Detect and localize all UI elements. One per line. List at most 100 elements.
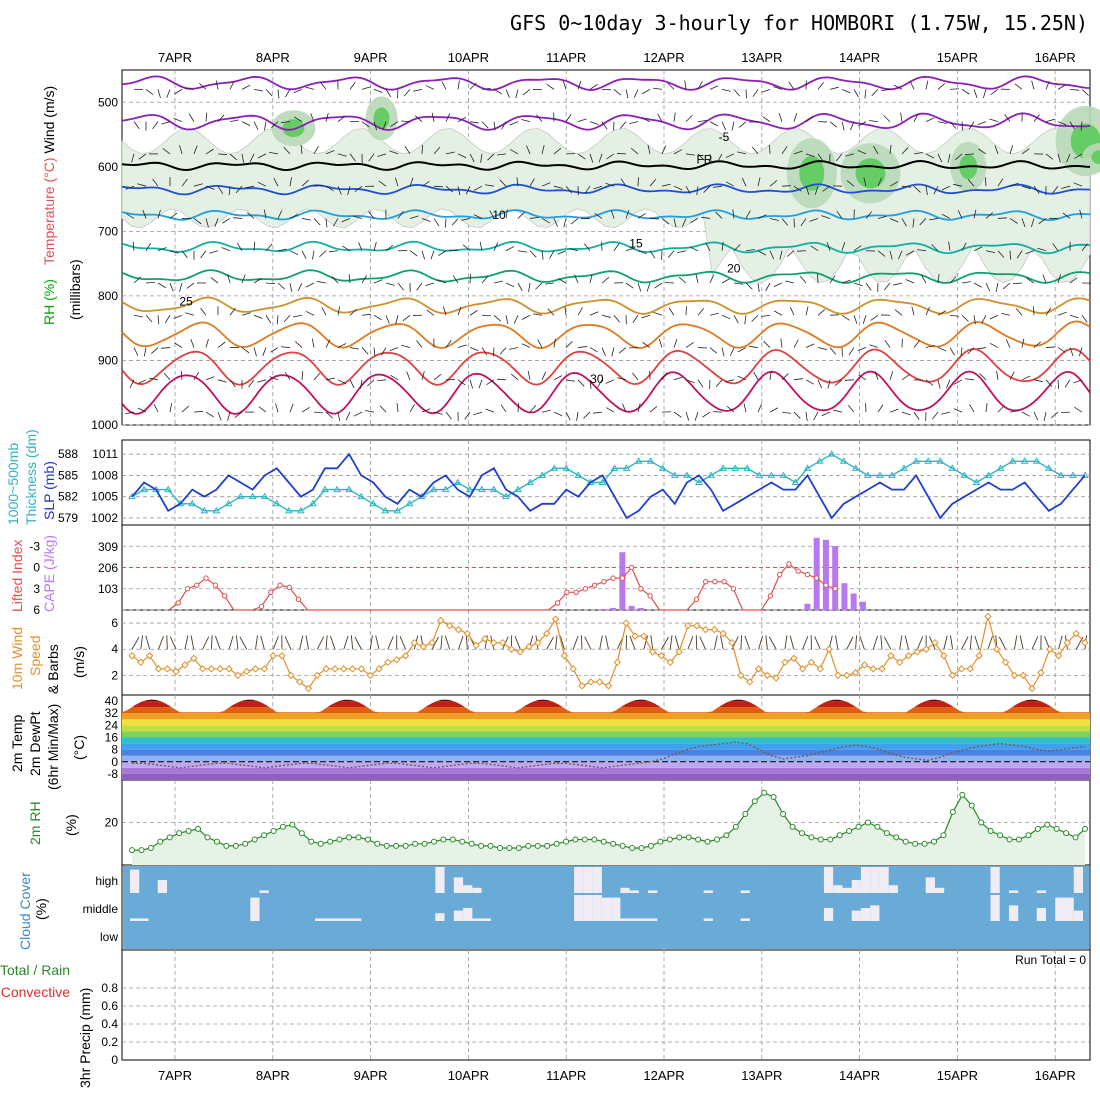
- thickness-point: [851, 464, 860, 471]
- wind-barb-10m: [855, 635, 857, 650]
- wind-barb: [406, 371, 411, 380]
- wind-barb: [337, 153, 347, 157]
- wind-barb: [1014, 83, 1023, 90]
- wind-barb: [421, 250, 426, 260]
- thickness-point: [743, 464, 752, 471]
- wind-barb: [565, 411, 571, 421]
- wind-barb: [853, 245, 862, 252]
- wind-barb: [283, 147, 291, 155]
- wind-barb: [919, 218, 927, 226]
- thickness-point: [876, 471, 884, 478]
- wind-barb: [961, 314, 969, 322]
- wind-barb: [564, 306, 567, 316]
- wind-barb: [984, 177, 987, 187]
- wind-barb: [625, 89, 629, 99]
- wind-barb: [133, 121, 140, 130]
- wind-barb: [785, 280, 795, 284]
- wind-speed-point: [498, 638, 507, 647]
- rh-point: [657, 838, 664, 845]
- wind-barb: [717, 153, 723, 162]
- li-point: [730, 586, 737, 592]
- wind-speed-point: [375, 665, 383, 673]
- thickness-point: [996, 464, 1005, 471]
- wind-barb: [553, 375, 563, 381]
- wind-barb: [877, 215, 887, 219]
- wind-barb: [1016, 250, 1023, 259]
- thickness-point: [839, 457, 848, 464]
- wind-barb: [901, 185, 911, 188]
- thickness-point: [502, 492, 510, 500]
- wind-barb: [257, 153, 267, 159]
- rh-point: [242, 840, 249, 847]
- wind-barb: [200, 307, 207, 316]
- wind-barb: [301, 250, 307, 259]
- li-point: [804, 571, 811, 578]
- wind-barb: [373, 88, 383, 93]
- wind-barb-10m: [1013, 635, 1018, 650]
- wind-barb-10m: [239, 636, 248, 650]
- wind-barb: [954, 379, 963, 385]
- wind-tick-label: 6: [111, 616, 118, 630]
- wind-barb: [610, 209, 615, 219]
- wind-barb: [457, 153, 467, 159]
- wind-barb: [247, 212, 255, 219]
- wind-barb: [565, 185, 572, 194]
- rh-point: [534, 842, 541, 849]
- wind-barb: [829, 275, 836, 284]
- wind-barb: [726, 405, 735, 413]
- wind-barb: [913, 411, 920, 420]
- wind-barb: [725, 181, 735, 187]
- wind-barb: [937, 121, 947, 124]
- wind-barb: [858, 374, 867, 381]
- wind-barb: [529, 216, 539, 219]
- wind-barb: [857, 150, 867, 155]
- wind-speed-point: [163, 665, 172, 673]
- wind-barb: [341, 218, 351, 223]
- li-point: [601, 578, 607, 585]
- wind-barb: [731, 121, 735, 131]
- contour-label: 25: [179, 295, 193, 309]
- wind-barb: [400, 120, 411, 123]
- wind-speed-point: [445, 621, 454, 630]
- contour-label: 10: [492, 208, 506, 222]
- cloud-high-bar: [703, 890, 713, 893]
- wind-barb-10m: [987, 635, 993, 650]
- wind-barb: [593, 411, 603, 414]
- wind-barb: [921, 275, 927, 284]
- wind-barb: [953, 408, 963, 413]
- wind-barb: [949, 88, 960, 90]
- wind-barb: [541, 250, 544, 260]
- wind-speed-point: [957, 665, 966, 673]
- wind-barb: [1009, 371, 1015, 381]
- ylabel-temp-unit: (°C): [71, 735, 87, 760]
- wind-barb: [668, 307, 675, 316]
- cloud-mid-bar: [333, 918, 343, 921]
- wind-speed-point: [198, 665, 207, 673]
- thickness-point: [309, 499, 317, 507]
- wind-barb: [605, 182, 615, 187]
- wind-barb: [601, 347, 606, 356]
- ylabel-li: Lifted Index: [9, 540, 25, 612]
- wind-speed-point: [348, 665, 357, 673]
- wind-barb: [601, 277, 610, 284]
- thickness-tick-label: 579: [58, 511, 78, 525]
- wind-barb-10m: [872, 635, 878, 650]
- wind-speed-point: [525, 642, 533, 651]
- thickness-point: [924, 457, 933, 464]
- wind-barb: [325, 377, 335, 381]
- wind-barb: [632, 315, 639, 323]
- wind-barb: [1064, 379, 1071, 388]
- wind-barb: [625, 282, 634, 289]
- temperature-contour: [121, 112, 1091, 131]
- wind-barb: [181, 178, 188, 187]
- date-label-top: 10APR: [448, 50, 489, 65]
- wind-speed-point: [331, 665, 339, 673]
- rh-point: [581, 836, 588, 843]
- wind-barb: [964, 153, 975, 155]
- wind-barb: [394, 177, 399, 187]
- wind-barb: [469, 121, 479, 124]
- wind-barb: [1073, 379, 1083, 384]
- wind-barb: [805, 306, 809, 316]
- wind-speed-point: [657, 652, 666, 660]
- rh-point: [619, 842, 626, 849]
